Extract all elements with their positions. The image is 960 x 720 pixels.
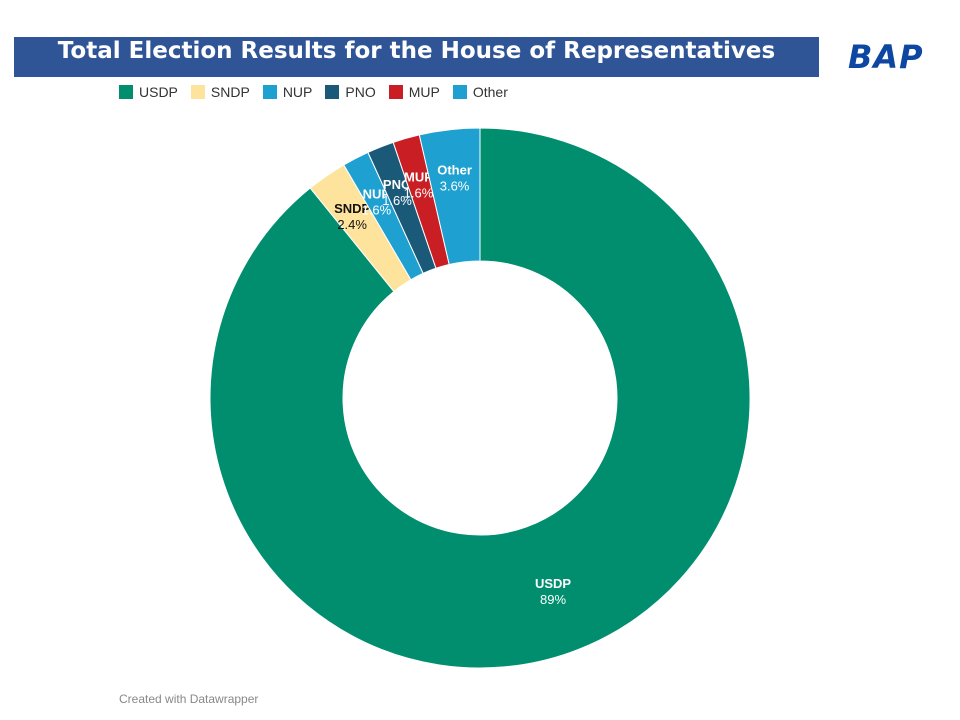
legend-swatch [262, 85, 277, 99]
legend-item-mup: MUP [388, 84, 440, 100]
slice-value: 1.6% [362, 202, 392, 217]
slice-name: Other [437, 162, 472, 177]
legend-label: Other [472, 84, 508, 100]
data-label-nup: NUP 1.6% [362, 186, 392, 217]
legend-item-other: Other [452, 84, 508, 100]
slice-name: PNO [383, 177, 411, 192]
legend: USDP SNDP NUP PNO MUP Other [119, 84, 521, 100]
legend-label: PNO [345, 84, 376, 100]
data-label-other: Other 3.6% [437, 162, 472, 193]
legend-swatch [325, 85, 340, 99]
legend-swatch [388, 85, 403, 99]
slice-value: 89% [540, 592, 566, 607]
slice-value: 1.6% [404, 186, 434, 201]
chart-title: Total Election Results for the House of … [14, 37, 819, 77]
slice-name: SNDP [334, 201, 370, 216]
data-label-mup: MUP 1.6% [404, 170, 434, 201]
legend-label: SNDP [210, 84, 250, 100]
slice-usdp [209, 127, 751, 669]
legend-item-nup: NUP [262, 84, 313, 100]
slice-value: 1.6% [382, 193, 412, 208]
slice-other [418, 127, 481, 266]
legend-label: USDP [139, 84, 178, 100]
legend-item-usdp: USDP [119, 84, 178, 100]
legend-item-sndp: SNDP [190, 84, 250, 100]
legend-label: NUP [282, 84, 313, 100]
slice-value: 3.6% [440, 178, 470, 193]
data-label-usdp: USDP 89% [535, 576, 571, 607]
legend-swatch [190, 85, 205, 99]
bap-logo: BAP [848, 38, 924, 76]
slice-name: USDP [535, 576, 571, 591]
slice-name: NUP [363, 186, 391, 201]
data-label-sndp: SNDP 2.4% [334, 201, 370, 232]
slice-value: 2.4% [337, 217, 367, 232]
credit-text: Created with Datawrapper [119, 692, 259, 706]
legend-swatch [452, 85, 467, 99]
legend-label: MUP [408, 84, 440, 100]
data-label-pno: PNO 1.6% [382, 177, 412, 208]
legend-swatch [119, 85, 133, 99]
legend-item-pno: PNO [325, 84, 376, 100]
slice-name: MUP [404, 170, 433, 185]
